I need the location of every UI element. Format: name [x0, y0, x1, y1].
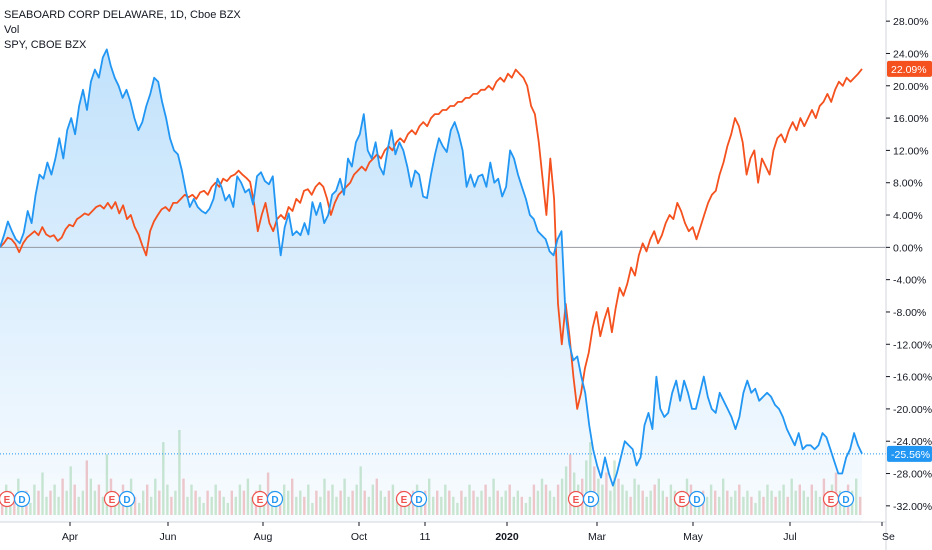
y-tick-label: -16.00% — [893, 372, 932, 384]
event-label: E — [828, 495, 835, 506]
y-tick-label: -8.00% — [893, 307, 926, 319]
x-tick-label: May — [683, 531, 704, 543]
legend-compare-series[interactable]: SPY, CBOE BZX — [4, 39, 87, 51]
seaboard-last-badge — [887, 445, 932, 462]
event-label: D — [415, 495, 422, 506]
event-label: D — [693, 495, 700, 506]
dividend-marker[interactable]: D — [13, 490, 31, 508]
y-tick-label: -28.00% — [893, 469, 932, 481]
legend-volume[interactable]: Vol — [4, 24, 20, 36]
event-label: D — [123, 495, 130, 506]
earnings-marker[interactable]: E — [0, 490, 16, 508]
event-circle — [118, 490, 136, 508]
event-circle — [13, 490, 31, 508]
earnings-marker[interactable]: E — [395, 490, 413, 508]
dividend-marker[interactable]: D — [118, 490, 136, 508]
x-tick-label: 11 — [420, 531, 431, 543]
earnings-marker[interactable]: E — [103, 490, 121, 508]
dividend-marker[interactable]: D — [688, 490, 706, 508]
event-label: E — [4, 495, 11, 506]
x-tick-label: Aug — [254, 531, 273, 543]
event-circle — [582, 490, 600, 508]
y-tick-label: 12.00% — [893, 145, 929, 157]
dividend-marker[interactable]: D — [582, 490, 600, 508]
y-tick-label: 8.00% — [893, 178, 923, 190]
earnings-marker[interactable]: E — [251, 490, 269, 508]
event-circle — [688, 490, 706, 508]
event-label: D — [18, 495, 25, 506]
y-tick-label: 20.00% — [893, 81, 929, 93]
event-label: E — [573, 495, 580, 506]
event-circle — [266, 490, 284, 508]
x-tick-label: Apr — [62, 531, 79, 543]
y-tick-label: 0.00% — [893, 242, 923, 254]
earnings-marker[interactable]: E — [673, 490, 691, 508]
x-axis[interactable]: Apr Jun Aug Oct 11 2020 Mar May Jul Se — [62, 522, 895, 543]
seaboard-area — [0, 49, 862, 523]
y-tick-label: 16.00% — [893, 113, 929, 125]
spy-line — [0, 68, 863, 410]
x-tick-label: Jul — [783, 531, 796, 543]
y-tick-label: 28.00% — [893, 16, 929, 28]
event-label: D — [587, 495, 594, 506]
event-label: E — [679, 495, 686, 506]
event-circle — [837, 490, 855, 508]
y-tick-label: 24.00% — [893, 48, 929, 60]
earnings-marker[interactable]: E — [822, 490, 840, 508]
x-tick-label: Oct — [351, 531, 367, 543]
spy-last-badge-label: 22.09% — [891, 64, 927, 76]
seaboard-last-badge-label: -25.56% — [891, 449, 930, 461]
dividend-marker[interactable]: D — [837, 490, 855, 508]
event-circle — [410, 490, 428, 508]
seaboard-line — [0, 48, 863, 487]
y-tick-label: -24.00% — [893, 436, 932, 448]
y-tick-label: -32.00% — [893, 501, 932, 513]
y-tick-label: 4.00% — [893, 210, 923, 222]
legend-main-series[interactable]: SEABOARD CORP DELAWARE, 1D, Cboe BZX — [4, 9, 241, 21]
dividend-marker[interactable]: D — [266, 490, 284, 508]
y-tick-label: -12.00% — [893, 339, 932, 351]
x-tick-label: 2020 — [495, 531, 519, 543]
x-tick-label: Mar — [588, 531, 607, 543]
earnings-marker[interactable]: E — [567, 490, 585, 508]
event-label: E — [401, 495, 408, 506]
event-label: D — [271, 495, 278, 506]
event-label: E — [257, 495, 264, 506]
price-badges: 22.09% -25.56% — [887, 60, 932, 462]
y-tick-label: -4.00% — [893, 275, 926, 287]
event-label: E — [109, 495, 116, 506]
spy-last-badge — [887, 60, 932, 77]
y-axis[interactable]: 28.00% 24.00% 20.00% 16.00% 12.00% 8.00% 4.00%… — [886, 16, 932, 513]
dividend-marker[interactable]: D — [410, 490, 428, 508]
legend: SEABOARD CORP DELAWARE, 1D, Cboe BZX Vol… — [4, 8, 241, 53]
x-tick-label: Se — [882, 531, 895, 543]
x-tick-label: Jun — [160, 531, 177, 543]
y-tick-label: -20.00% — [893, 404, 932, 416]
event-label: D — [842, 495, 849, 506]
